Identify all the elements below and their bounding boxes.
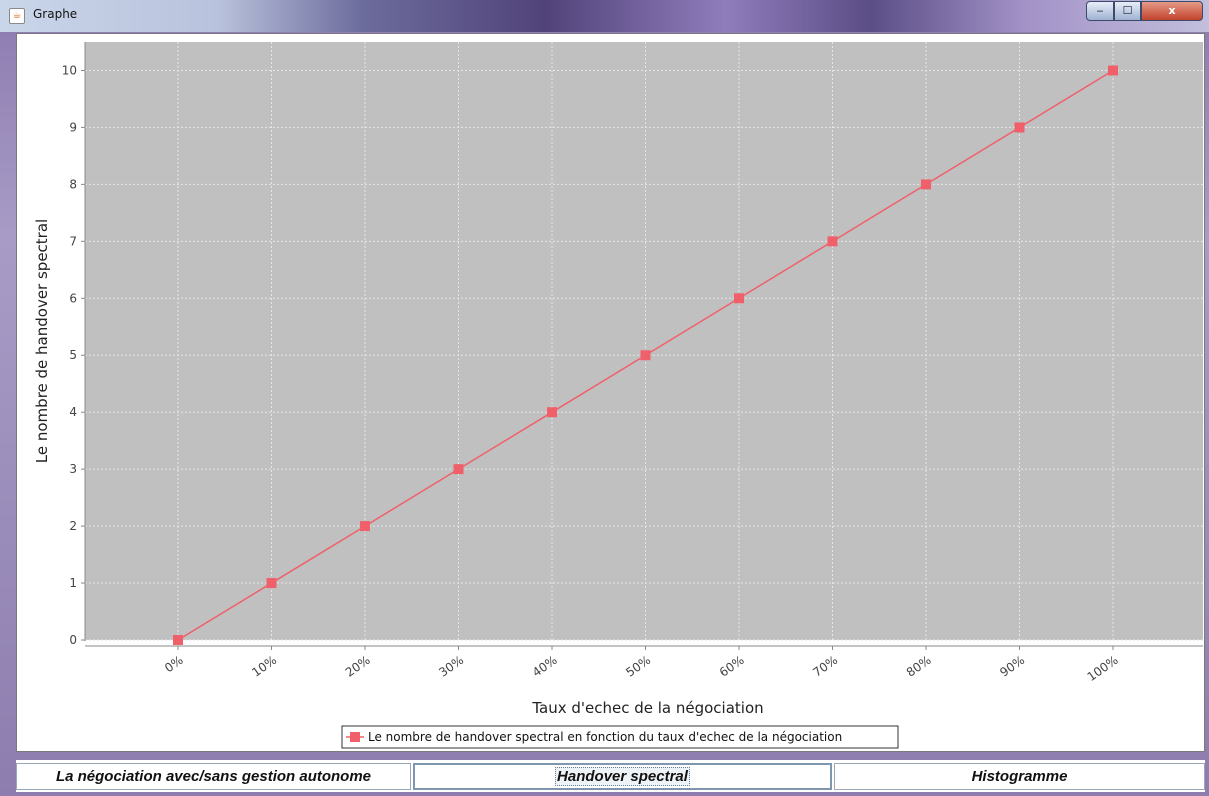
y-tick-label: 9 — [69, 120, 77, 134]
chart-panel: 0 1 2 3 4 5 6 7 8 9 10 0% 10% 20% 30% 40% 50% 60% 70% 80% 90… — [16, 33, 1205, 752]
data-point — [921, 179, 931, 190]
x-tick-label: 70% — [810, 653, 840, 680]
window-title: Graphe — [33, 7, 78, 21]
tab-negociation[interactable]: La négociation avec/sans gestion autonom… — [16, 763, 411, 790]
x-tick-label: 40% — [530, 653, 560, 680]
tab-histogramme[interactable]: Histogramme — [834, 763, 1205, 790]
x-tick-label: 10% — [249, 653, 279, 680]
legend-marker — [350, 732, 360, 742]
data-point — [1108, 65, 1118, 76]
title-bar[interactable]: ☕ Graphe ‒ ☐ x — [0, 0, 1209, 32]
y-tick-label: 8 — [69, 177, 77, 191]
tab-label: Handover spectral — [555, 767, 690, 786]
data-point — [640, 350, 651, 361]
data-point — [547, 407, 557, 418]
y-axis-title: Le nombre de handover spectral — [33, 219, 51, 463]
y-tick-label: 4 — [69, 405, 77, 419]
legend-box — [341, 725, 899, 749]
x-tick-label: 30% — [436, 653, 466, 680]
x-tick-label: 80% — [904, 653, 934, 680]
y-tick-label: 1 — [69, 576, 77, 590]
y-tick-label: 7 — [69, 234, 77, 248]
java-cup-icon: ☕ — [9, 8, 25, 24]
x-axis-title: Taux d'echec de la négociation — [531, 699, 763, 717]
x-tick-label: 60% — [717, 653, 747, 680]
y-tick-label: 3 — [69, 462, 77, 476]
y-tick-label: 5 — [69, 348, 77, 362]
legend-label: Le nombre de handover spectral en foncti… — [368, 730, 842, 744]
x-tick-label: 50% — [623, 653, 653, 680]
y-tick-label: 10 — [62, 63, 77, 77]
close-button[interactable]: x — [1141, 1, 1203, 21]
data-point — [734, 293, 744, 304]
x-tick-label: 100% — [1085, 653, 1121, 684]
x-tick-label: 90% — [997, 653, 1027, 680]
x-tick-label: 20% — [343, 653, 373, 680]
data-point — [173, 635, 183, 645]
tab-handover-spectral[interactable]: Handover spectral — [413, 763, 832, 790]
y-tick-label: 6 — [69, 291, 77, 305]
tab-label: La négociation avec/sans gestion autonom… — [55, 768, 372, 785]
tab-bar: La négociation avec/sans gestion autonom… — [16, 760, 1205, 792]
maximize-button[interactable]: ☐ — [1114, 1, 1141, 21]
x-tick-label: 0% — [162, 653, 186, 675]
minimize-button[interactable]: ‒ — [1086, 1, 1114, 21]
data-point — [453, 464, 464, 475]
y-tick-label: 2 — [69, 519, 77, 533]
data-point — [360, 521, 370, 532]
data-point — [266, 578, 277, 589]
y-tick-label: 0 — [69, 633, 77, 647]
tab-label: Histogramme — [971, 768, 1068, 785]
plot-area — [85, 42, 1203, 640]
data-point — [1014, 122, 1025, 133]
data-point — [827, 236, 838, 247]
